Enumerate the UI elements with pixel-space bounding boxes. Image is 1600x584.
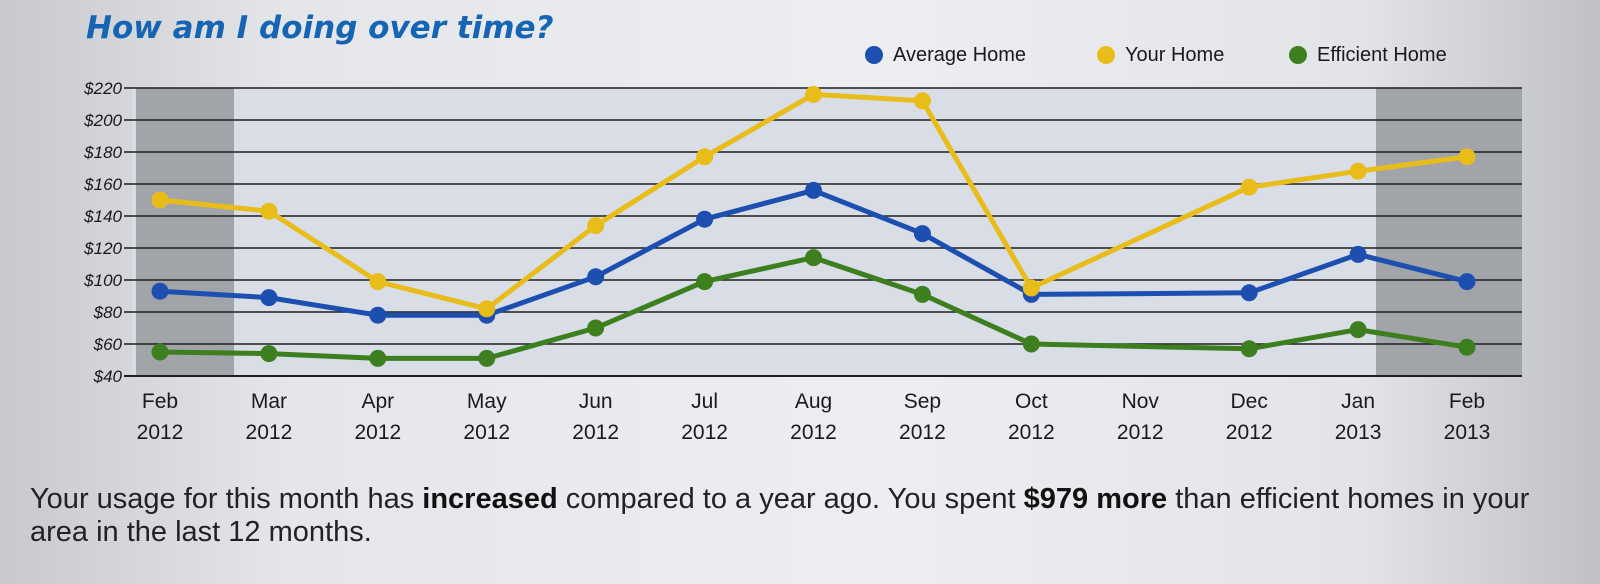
- data-point-average-home: [913, 225, 931, 243]
- legend-marker-efficient-home: [1289, 46, 1307, 64]
- x-tick-label-year: 2012: [354, 421, 401, 444]
- data-point-your-home: [151, 191, 169, 209]
- data-point-efficient-home: [260, 345, 278, 363]
- y-tick-label: $80: [93, 303, 123, 322]
- data-point-efficient-home: [369, 349, 387, 367]
- y-tick-label: $100: [83, 271, 122, 290]
- x-tick-label-year: 2012: [246, 421, 293, 444]
- data-point-efficient-home: [151, 343, 169, 361]
- x-tick-label-year: 2012: [463, 421, 510, 444]
- data-point-efficient-home: [478, 349, 496, 367]
- data-point-your-home: [1349, 162, 1367, 180]
- series-your-home: [151, 85, 1476, 318]
- summary-text-3: than efficient homes in your area in the…: [30, 483, 1530, 548]
- data-point-your-home: [913, 92, 931, 110]
- x-tick-label-year: 2012: [1226, 421, 1273, 444]
- y-tick-label: $40: [93, 367, 123, 386]
- data-point-efficient-home: [805, 249, 822, 267]
- x-tick-label-month: May: [467, 390, 507, 413]
- y-tick-label: $180: [83, 143, 122, 162]
- x-tick-label-year: 2012: [681, 421, 728, 444]
- data-point-your-home: [1022, 279, 1040, 297]
- data-point-your-home: [369, 273, 387, 291]
- x-tick-label-month: Jan: [1341, 390, 1375, 413]
- data-point-your-home: [696, 148, 714, 166]
- data-point-average-home: [587, 268, 605, 286]
- x-tick-label-year: 2012: [1117, 421, 1164, 444]
- data-point-your-home: [478, 300, 496, 318]
- data-point-your-home: [587, 217, 605, 235]
- data-point-efficient-home: [696, 273, 714, 291]
- x-tick-label-year: 2012: [899, 421, 946, 444]
- summary-bold-amount: $979 more: [1023, 483, 1168, 515]
- legend-marker-average-home: [865, 46, 883, 64]
- data-point-average-home: [696, 210, 714, 228]
- x-tick-label-year: 2012: [572, 421, 619, 444]
- x-tick-label-year: 2013: [1335, 421, 1382, 444]
- data-point-average-home: [1349, 245, 1367, 263]
- x-tick-label-year: 2012: [137, 421, 184, 444]
- summary-text-1: Your usage for this month has: [30, 483, 423, 515]
- summary-bold-increased: increased: [422, 483, 558, 515]
- x-tick-label-year: 2013: [1444, 421, 1491, 444]
- y-tick-label: $140: [83, 207, 122, 226]
- data-point-efficient-home: [1240, 340, 1258, 358]
- legend-label-efficient-home: Efficient Home: [1317, 44, 1447, 66]
- usage-summary: Your usage for this month has increased …: [30, 483, 1570, 549]
- x-tick-label-month: Oct: [1015, 390, 1048, 413]
- x-tick-label-month: Apr: [361, 390, 394, 413]
- summary-text-2: compared to a year ago. You spent: [557, 483, 1024, 515]
- data-point-your-home: [260, 202, 278, 220]
- data-point-efficient-home: [1349, 321, 1367, 339]
- chart-title: How am I doing over time?: [86, 10, 554, 46]
- y-tick-label: $160: [83, 175, 122, 194]
- y-tick-label: $220: [83, 79, 122, 98]
- legend-label-average-home: Average Home: [893, 44, 1026, 66]
- x-tick-label-month: Feb: [142, 390, 178, 413]
- data-point-efficient-home: [913, 285, 931, 303]
- x-tick-label-year: 2012: [1008, 421, 1055, 444]
- series-efficient-home: [151, 249, 1476, 367]
- data-point-average-home: [1458, 273, 1476, 291]
- y-tick-label: $120: [83, 239, 122, 258]
- shaded-band-left: [136, 88, 234, 376]
- plot-background: [132, 88, 1522, 376]
- data-point-average-home: [805, 181, 822, 199]
- x-tick-label-month: Feb: [1449, 390, 1485, 413]
- y-tick-label: $200: [83, 111, 122, 130]
- x-tick-label-year: 2012: [790, 421, 837, 444]
- x-tick-label-month: Jun: [579, 390, 613, 413]
- x-tick-label-month: Sep: [904, 390, 941, 413]
- data-point-average-home: [1240, 284, 1258, 302]
- data-point-average-home: [151, 282, 169, 300]
- x-tick-label-month: Nov: [1122, 390, 1160, 413]
- series-line-average-home: [157, 187, 1470, 318]
- data-point-efficient-home: [1022, 335, 1040, 353]
- data-point-your-home: [1240, 178, 1258, 196]
- plot-area: [132, 88, 1522, 376]
- x-tick-label-month: Mar: [251, 390, 287, 413]
- y-axis-ticks: $40 $60 $80 $100 $120 $140 $160 $180 $200 $220: [83, 79, 122, 386]
- legend-label-your-home: Your Home: [1125, 44, 1224, 66]
- shaded-band-right: [1376, 88, 1522, 376]
- x-axis-ticks: Feb 2012 Mar 2012 Apr 2012 May 2012 Jun 2012 Jul 20…: [137, 390, 1491, 444]
- x-tick-label-month: Aug: [795, 390, 832, 413]
- series-lines: [151, 85, 1476, 367]
- data-point-efficient-home: [1458, 338, 1476, 356]
- data-point-average-home: [260, 289, 278, 307]
- data-point-your-home: [805, 85, 822, 103]
- data-point-your-home: [1458, 148, 1476, 166]
- legend-marker-your-home: [1097, 46, 1115, 64]
- data-point-efficient-home: [587, 319, 605, 337]
- x-tick-label-month: Jul: [691, 390, 718, 413]
- x-tick-label-month: Dec: [1230, 390, 1267, 413]
- legend: Average Home Your Home Efficient Home: [865, 44, 1447, 66]
- y-tick-label: $60: [93, 335, 123, 354]
- series-line-your-home: [157, 91, 1470, 312]
- series-line-efficient-home: [157, 255, 1470, 361]
- data-point-average-home: [369, 306, 387, 324]
